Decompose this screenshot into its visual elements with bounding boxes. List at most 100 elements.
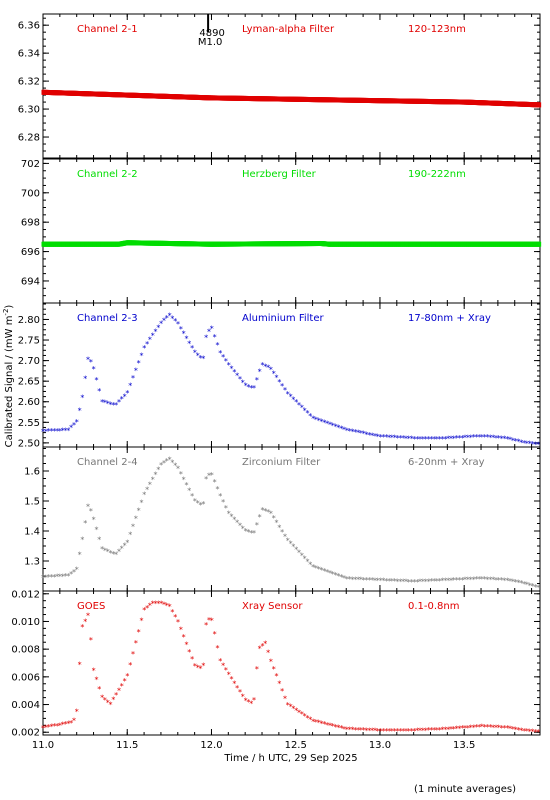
- data-point: *: [263, 507, 267, 516]
- data-point: *: [486, 433, 490, 442]
- flare-marker-class: M1.0: [198, 37, 223, 48]
- data-point: *: [525, 439, 529, 448]
- data-point: *: [379, 727, 383, 736]
- y-tick-label: 6.28: [18, 133, 40, 144]
- data-point: *: [511, 578, 515, 587]
- data-point: *: [452, 576, 456, 585]
- data-point: *: [516, 438, 520, 447]
- data-point: *: [61, 427, 65, 436]
- series-2: [41, 240, 542, 247]
- data-point: *: [97, 387, 101, 396]
- data-point: *: [66, 572, 70, 581]
- data-point: *: [505, 724, 509, 733]
- data-point: *: [238, 688, 242, 697]
- band-label: 120-123nm: [408, 24, 466, 35]
- data-point: *: [92, 365, 96, 374]
- data-point: *: [75, 566, 79, 575]
- data-point: *: [370, 727, 374, 736]
- data-point: *: [280, 382, 284, 391]
- data-point: *: [398, 727, 402, 736]
- data-point: *: [421, 726, 425, 735]
- data-point: *: [210, 325, 214, 334]
- data-point: *: [187, 339, 191, 348]
- data-point: *: [134, 639, 138, 648]
- data-point: *: [94, 376, 98, 385]
- data-point: *: [151, 599, 155, 608]
- data-point: *: [457, 576, 461, 585]
- data-point: *: [55, 427, 59, 436]
- panel-1: 6.28 6.30 6.32 6.34 6.36 Channel 2-1 Lyman-alp…: [18, 13, 542, 159]
- data-point: *: [522, 439, 526, 448]
- data-point: *: [286, 701, 290, 710]
- data-point: *: [452, 725, 456, 734]
- data-point: *: [199, 665, 203, 674]
- data-point: *: [418, 727, 422, 736]
- data-point: *: [443, 726, 447, 735]
- data-point: *: [187, 487, 191, 496]
- data-point: *: [196, 499, 200, 508]
- data-point: *: [500, 724, 504, 733]
- data-point: *: [505, 435, 509, 444]
- data-point: *: [317, 416, 321, 425]
- data-point: *: [320, 566, 324, 575]
- data-point: *: [190, 492, 194, 501]
- data-point: *: [275, 519, 279, 528]
- data-point: *: [134, 514, 138, 523]
- data-point: *: [457, 724, 461, 733]
- data-point: *: [190, 655, 194, 664]
- data-point: *: [519, 727, 523, 736]
- data-point: *: [390, 727, 394, 736]
- data-point: *: [238, 521, 242, 530]
- data-point: *: [305, 409, 309, 418]
- y-tick-label: 702: [21, 159, 40, 170]
- data-point: *: [184, 334, 188, 343]
- data-point: *: [469, 575, 473, 584]
- y-tick-label: 2.55: [18, 418, 40, 429]
- data-point: *: [393, 577, 397, 586]
- data-point: *: [280, 528, 284, 537]
- data-point: *: [151, 476, 155, 485]
- filter-label: Lyman-alpha Filter: [242, 24, 335, 35]
- data-point: *: [435, 435, 439, 444]
- data-point: *: [311, 414, 315, 423]
- data-point: *: [455, 434, 459, 443]
- data-point: *: [215, 485, 219, 494]
- data-point: *: [69, 570, 73, 579]
- data-point: *: [289, 540, 293, 549]
- y-tick-label: 6.36: [18, 21, 40, 32]
- data-point: *: [142, 606, 146, 615]
- band-label: 6-20nm + Xray: [408, 457, 485, 468]
- series-1: [41, 89, 542, 108]
- data-point: *: [328, 721, 332, 730]
- data-point: *: [182, 476, 186, 485]
- data-point: *: [291, 395, 295, 404]
- data-point: *: [89, 507, 93, 516]
- data-point: *: [519, 438, 523, 447]
- data-point: *: [41, 724, 45, 733]
- data-point: *: [162, 600, 166, 609]
- data-point: *: [44, 573, 48, 582]
- data-point: *: [376, 432, 380, 441]
- data-point: *: [463, 434, 467, 443]
- data-point: *: [159, 600, 163, 609]
- y-tick-label: 1.3: [24, 557, 40, 568]
- data-point: *: [336, 724, 340, 733]
- data-point: *: [502, 576, 506, 585]
- data-point: *: [151, 332, 155, 341]
- data-point: *: [109, 549, 113, 558]
- channel-label: Channel 2-3: [77, 313, 138, 324]
- data-point: *: [66, 426, 70, 435]
- data-point: *: [137, 628, 141, 637]
- data-point: *: [201, 500, 205, 509]
- data-point: *: [435, 726, 439, 735]
- data-point: *: [367, 431, 371, 440]
- data-point: *: [221, 498, 225, 507]
- x-tick-label: 13.5: [453, 740, 475, 751]
- x-tick-label: 11.0: [32, 740, 54, 751]
- data-point: *: [334, 723, 338, 732]
- data-point: *: [525, 727, 529, 736]
- data-point: *: [244, 527, 248, 536]
- data-point: *: [52, 722, 56, 731]
- data-point: *: [170, 458, 174, 467]
